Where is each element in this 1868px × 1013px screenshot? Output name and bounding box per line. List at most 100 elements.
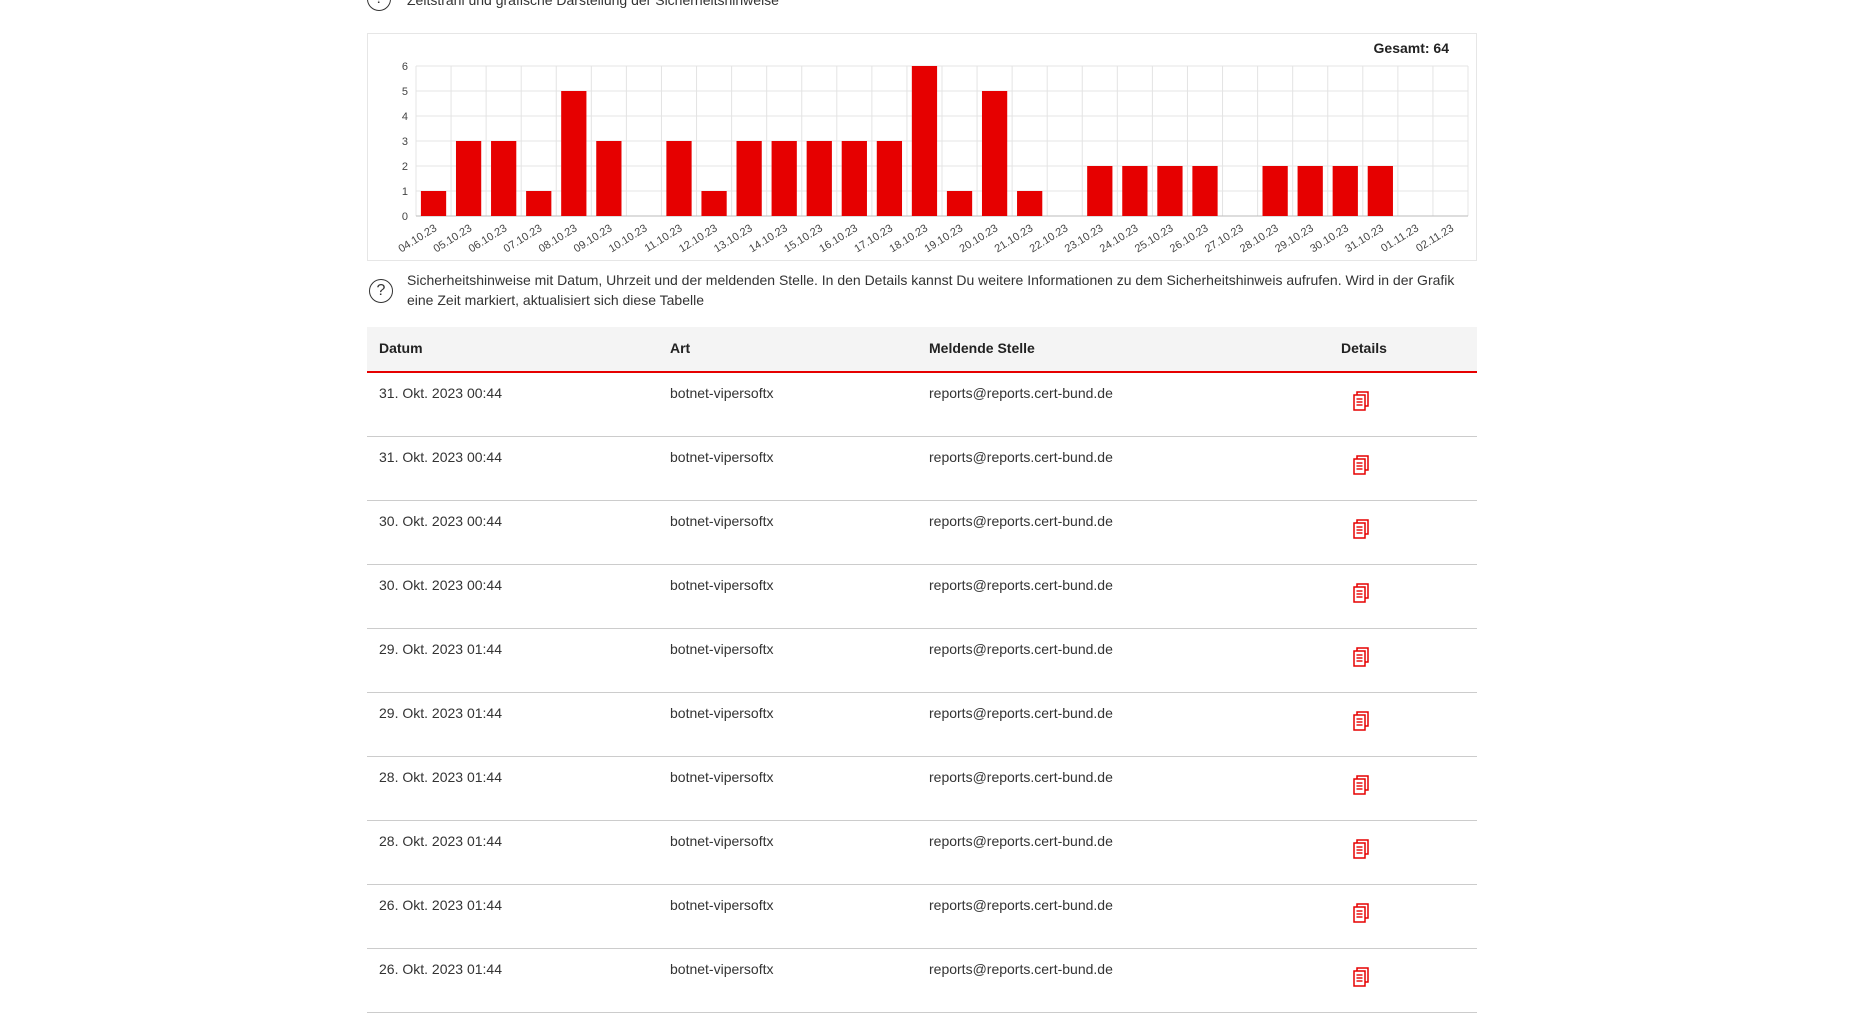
table-row: 31. Okt. 2023 00:44 botnet-vipersoftx repo… (367, 437, 1477, 501)
cell-datum: 26. Okt. 2023 01:44 (379, 961, 502, 977)
chart-bar[interactable] (806, 141, 832, 216)
chart-bar[interactable] (981, 91, 1008, 216)
cell-art: botnet-vipersoftx (670, 513, 774, 529)
y-tick-label: 0 (402, 211, 408, 223)
security-notices-table: Datum Art Meldende Stelle Details 31. Ok… (367, 327, 1477, 1013)
table-body: 31. Okt. 2023 00:44 botnet-vipersoftx repo… (367, 373, 1477, 1013)
chart-bar[interactable] (1017, 191, 1043, 216)
cell-meldende-stelle: reports@reports.cert-bund.de (929, 897, 1113, 913)
cell-meldende-stelle: reports@reports.cert-bund.de (929, 513, 1113, 529)
cell-meldende-stelle: reports@reports.cert-bund.de (929, 385, 1113, 401)
cell-datum: 29. Okt. 2023 01:44 (379, 705, 502, 721)
x-tick-label: 06.10.23 (467, 222, 510, 255)
document-icon[interactable] (1352, 455, 1370, 480)
timeline-chart-svg[interactable]: 012345604.10.2305.10.2306.10.2307.10.230… (368, 34, 1478, 262)
cell-meldende-stelle: reports@reports.cert-bund.de (929, 705, 1113, 721)
cell-art: botnet-vipersoftx (670, 833, 774, 849)
chart-bar[interactable] (876, 141, 903, 216)
cell-meldende-stelle: reports@reports.cert-bund.de (929, 641, 1113, 657)
table-header: Datum Art Meldende Stelle Details (367, 327, 1477, 373)
x-tick-label: 09.10.23 (572, 222, 615, 255)
y-tick-label: 1 (402, 186, 408, 198)
x-tick-label: 05.10.23 (432, 222, 475, 255)
chart-bar[interactable] (1367, 166, 1393, 216)
table-row: 31. Okt. 2023 00:44 botnet-vipersoftx repo… (367, 373, 1477, 437)
cell-art: botnet-vipersoftx (670, 705, 774, 721)
x-tick-label: 19.10.23 (922, 222, 965, 255)
chart-bar[interactable] (1192, 166, 1218, 216)
table-help-text: Sicherheitshinweise mit Datum, Uhrzeit u… (407, 272, 1455, 308)
chart-bar[interactable] (736, 141, 762, 216)
chart-bar[interactable] (491, 141, 517, 216)
chart-bar[interactable] (841, 141, 867, 216)
header-art[interactable]: Art (670, 340, 691, 356)
chart-bar[interactable] (701, 191, 727, 216)
x-tick-label: 20.10.23 (958, 222, 1001, 255)
chart-bar[interactable] (1087, 166, 1113, 216)
chart-bar[interactable] (1262, 166, 1288, 216)
document-icon[interactable] (1352, 519, 1370, 544)
chart-bar[interactable] (771, 141, 797, 216)
x-tick-label: 18.10.23 (887, 222, 930, 255)
document-icon[interactable] (1352, 583, 1370, 608)
cell-datum: 26. Okt. 2023 01:44 (379, 897, 502, 913)
cell-datum: 31. Okt. 2023 00:44 (379, 385, 502, 401)
header-meldende-stelle[interactable]: Meldende Stelle (929, 340, 1035, 356)
cell-datum: 28. Okt. 2023 01:44 (379, 833, 502, 849)
chart-total-count: Gesamt: 64 (1373, 40, 1449, 56)
x-tick-label: 27.10.23 (1203, 222, 1246, 255)
chart-bar[interactable] (420, 191, 447, 216)
help-icon[interactable]: ? (369, 279, 393, 303)
table-row: 26. Okt. 2023 01:44 botnet-vipersoftx repo… (367, 949, 1477, 1013)
x-tick-label: 07.10.23 (502, 222, 545, 255)
document-icon[interactable] (1352, 967, 1370, 992)
chart-bar[interactable] (666, 141, 692, 216)
timeline-chart[interactable]: 0 1 2 3 4 5 6 04.10.23 05.10.23 06.10.23 07.10.23 0… (367, 33, 1477, 261)
chart-bar[interactable] (1122, 166, 1148, 216)
chart-bar[interactable] (561, 91, 587, 216)
x-tick-label: 28.10.23 (1238, 222, 1281, 255)
table-row: 29. Okt. 2023 01:44 botnet-vipersoftx repo… (367, 629, 1477, 693)
cell-meldende-stelle: reports@reports.cert-bund.de (929, 833, 1113, 849)
chart-bar[interactable] (1297, 166, 1323, 216)
chart-bar[interactable] (1157, 166, 1183, 216)
header-datum[interactable]: Datum (379, 340, 423, 356)
x-tick-label: 10.10.23 (607, 222, 650, 255)
document-icon[interactable] (1352, 391, 1370, 416)
table-row: 28. Okt. 2023 01:44 botnet-vipersoftx repo… (367, 757, 1477, 821)
chart-bar[interactable] (526, 191, 552, 216)
timeline-help-text: Zeitstrahl und grafische Darstellung der… (407, 0, 779, 8)
x-tick-label: 01.11.23 (1379, 222, 1421, 254)
help-icon[interactable]: ? (367, 0, 391, 11)
document-icon[interactable] (1352, 775, 1370, 800)
chart-bar[interactable] (911, 66, 938, 216)
cell-datum: 30. Okt. 2023 00:44 (379, 577, 502, 593)
x-tick-label: 24.10.23 (1098, 222, 1141, 255)
x-tick-label: 16.10.23 (817, 222, 860, 255)
table-row: 30. Okt. 2023 00:44 botnet-vipersoftx repo… (367, 565, 1477, 629)
document-icon[interactable] (1352, 839, 1370, 864)
document-icon[interactable] (1352, 711, 1370, 736)
document-icon[interactable] (1352, 647, 1370, 672)
table-row: 29. Okt. 2023 01:44 botnet-vipersoftx repo… (367, 693, 1477, 757)
x-tick-label: 30.10.23 (1308, 222, 1351, 255)
x-tick-label: 11.10.23 (643, 222, 685, 254)
x-tick-label: 29.10.23 (1273, 222, 1316, 255)
y-tick-label: 4 (402, 111, 408, 123)
table-row: 30. Okt. 2023 00:44 botnet-vipersoftx repo… (367, 501, 1477, 565)
y-tick-label: 5 (402, 86, 408, 98)
chart-bar[interactable] (596, 141, 622, 216)
chart-bar[interactable] (946, 191, 973, 216)
header-details: Details (1341, 340, 1387, 356)
chart-bar[interactable] (455, 141, 482, 216)
chart-bar[interactable] (1332, 166, 1358, 216)
y-tick-label: 2 (402, 161, 408, 173)
table-row: 26. Okt. 2023 01:44 botnet-vipersoftx repo… (367, 885, 1477, 949)
cell-meldende-stelle: reports@reports.cert-bund.de (929, 449, 1113, 465)
cell-datum: 29. Okt. 2023 01:44 (379, 641, 502, 657)
x-tick-label: 04.10.23 (396, 222, 439, 255)
y-tick-label: 6 (402, 61, 408, 73)
x-tick-label: 15.10.23 (782, 222, 825, 255)
document-icon[interactable] (1352, 903, 1370, 928)
cell-art: botnet-vipersoftx (670, 577, 774, 593)
